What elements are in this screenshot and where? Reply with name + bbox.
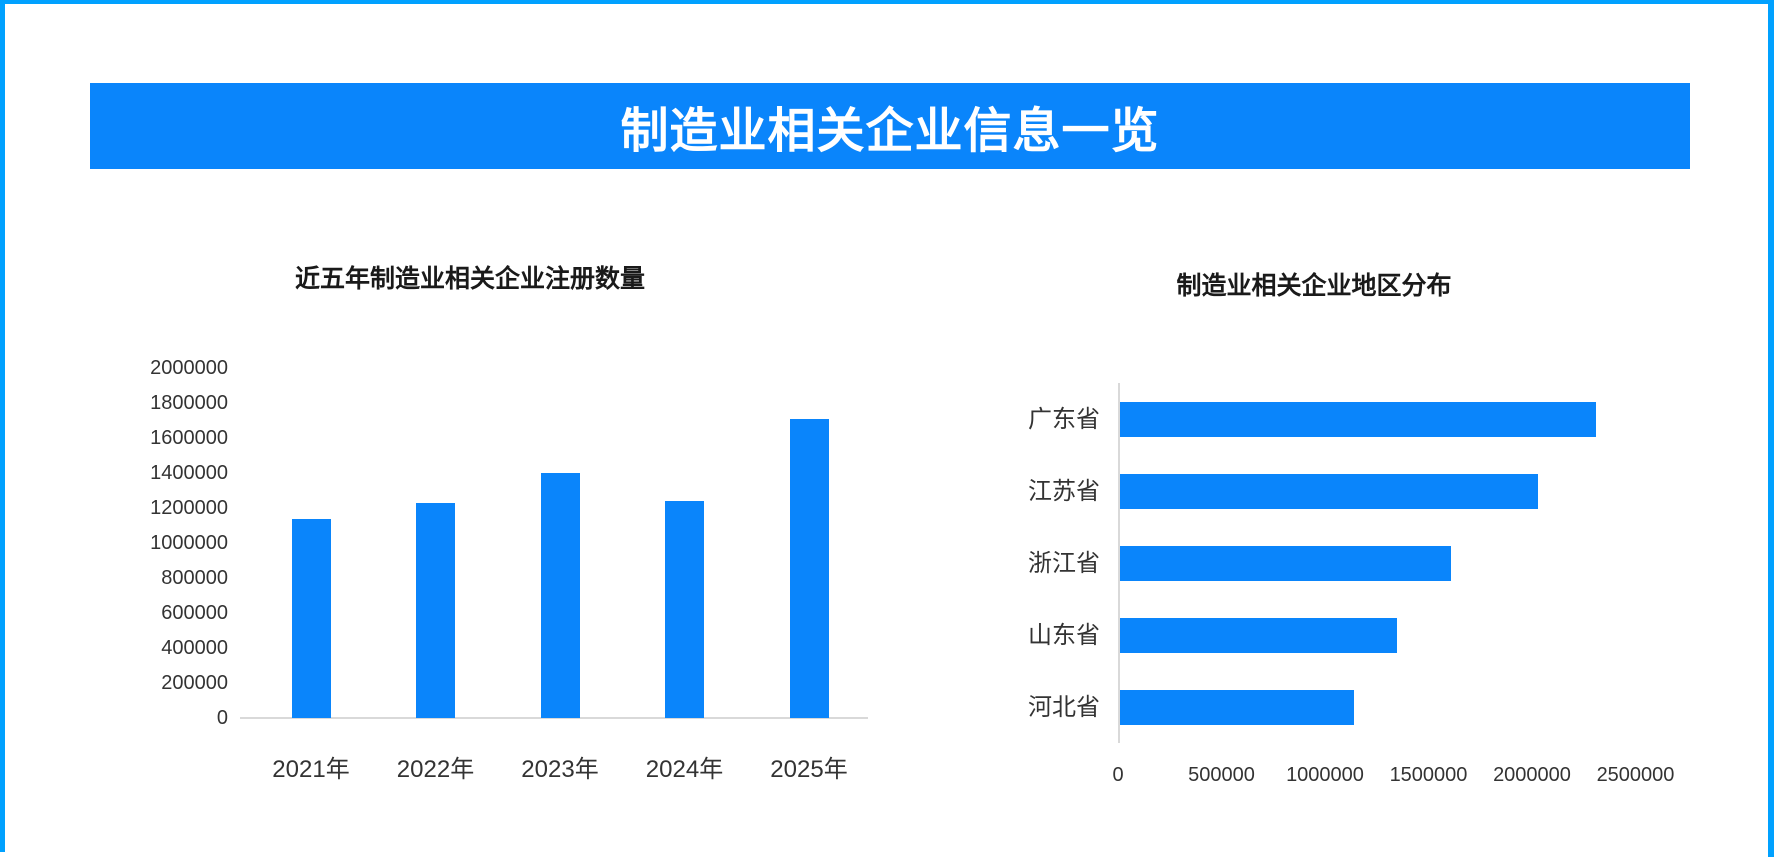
province-category-label: 浙江省 <box>1028 549 1100 577</box>
y-axis-tick-label: 200000 <box>161 672 228 694</box>
registration-bar <box>540 473 580 718</box>
x-axis-tick-label: 2000000 <box>1493 764 1571 786</box>
province-category-label: 河北省 <box>1028 693 1100 721</box>
right-chart-title: 制造业相关企业地区分布 <box>1176 272 1452 300</box>
y-axis-tick-label: 0 <box>216 707 228 729</box>
province-category-label: 山东省 <box>1028 621 1100 649</box>
region-bar <box>1120 618 1397 653</box>
year-category-label: 2023年 <box>521 756 599 783</box>
window-border-right <box>1768 0 1774 857</box>
x-axis-tick-label: 2500000 <box>1596 764 1675 786</box>
left-chart-title: 近五年制造业相关企业注册数量 <box>294 265 646 293</box>
year-category-label: 2021年 <box>272 756 350 783</box>
x-axis-line <box>240 717 868 719</box>
registration-bar <box>416 503 455 718</box>
y-axis-tick-label: 1600000 <box>150 427 228 449</box>
x-axis-tick-label: 1000000 <box>1286 764 1364 786</box>
registration-bar <box>291 519 331 718</box>
page-title: 制造业相关企业信息一览 <box>620 105 1160 158</box>
y-axis-line <box>1118 383 1120 743</box>
year-category-label: 2022年 <box>396 756 475 783</box>
registration-bar <box>789 419 829 718</box>
y-axis-tick-label: 1000000 <box>150 532 228 554</box>
y-axis-tick-label: 400000 <box>161 637 228 659</box>
title-banner: 制造业相关企业信息一览 <box>90 83 1690 169</box>
x-axis-tick-label: 1500000 <box>1389 764 1468 786</box>
y-axis-tick-label: 2000000 <box>150 357 228 379</box>
province-category-label: 江苏省 <box>1028 477 1100 505</box>
y-axis-tick-label: 1400000 <box>150 462 228 484</box>
registration-bar <box>665 501 704 718</box>
y-axis-tick-label: 800000 <box>161 567 228 589</box>
y-axis-tick-label: 1800000 <box>150 392 228 414</box>
y-axis-tick-label: 600000 <box>161 602 228 624</box>
x-axis-tick-label: 500000 <box>1188 764 1255 786</box>
year-category-label: 2025年 <box>770 756 848 783</box>
y-axis-tick-label: 1200000 <box>150 497 228 519</box>
region-bar <box>1120 402 1596 437</box>
province-category-label: 广东省 <box>1028 405 1100 433</box>
window-border-left <box>0 0 5 852</box>
region-bar <box>1120 690 1354 725</box>
region-bar <box>1120 546 1451 581</box>
x-axis-tick-label: 0 <box>1112 764 1124 786</box>
region-bar <box>1120 474 1538 509</box>
year-category-label: 2024年 <box>645 756 724 783</box>
window-border-top <box>0 0 1774 4</box>
